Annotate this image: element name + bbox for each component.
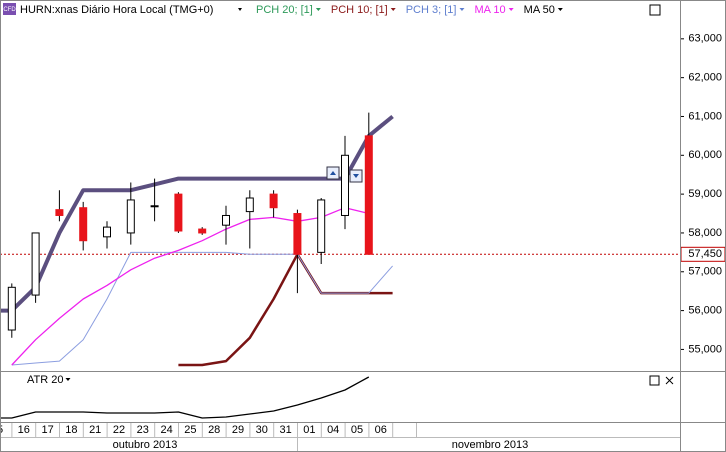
x-tick-label: 28 xyxy=(208,424,220,436)
x-tick-label: 18 xyxy=(65,424,77,436)
x-tick-label: 16 xyxy=(18,424,30,436)
dropdown-arrow[interactable] xyxy=(508,8,514,11)
x-tick-label: 25 xyxy=(184,424,196,436)
candle-body xyxy=(126,199,135,234)
legend-entry[interactable]: ATR 20 xyxy=(27,374,63,386)
x-tick-label: 24 xyxy=(160,424,172,436)
cfd-icon[interactable] xyxy=(3,3,16,15)
legend: HURN:xnas Diário Hora Local (TMG+0) PCH 2… xyxy=(20,4,563,16)
dropdown-arrow[interactable] xyxy=(557,8,563,11)
candle-body xyxy=(341,154,349,216)
x-tick-label: 22 xyxy=(113,424,125,436)
legend-entry[interactable]: MA 50 xyxy=(524,4,555,16)
candle-body xyxy=(364,135,373,255)
candle-body xyxy=(79,207,88,242)
y-tick-label: 57,000 xyxy=(688,266,722,278)
candle-body xyxy=(317,199,326,253)
dropdown-arrow[interactable] xyxy=(390,8,396,11)
y-tick-label: 55,000 xyxy=(688,343,722,355)
x-tick-label: 05 xyxy=(351,424,363,436)
dropdown-arrow[interactable] xyxy=(315,8,321,11)
candle-body xyxy=(55,209,64,216)
series-line xyxy=(11,251,393,366)
legend-entry[interactable]: PCH 3; [1] xyxy=(406,4,457,16)
signal-arrow xyxy=(353,174,359,178)
legend-entry[interactable]: PCH 10; [1] xyxy=(331,4,388,16)
series-line xyxy=(11,207,369,366)
x-tick-label: 29 xyxy=(232,424,244,436)
x-tick-label: 23 xyxy=(137,424,149,436)
x-tick-label: 30 xyxy=(256,424,268,436)
price-pane xyxy=(0,112,680,367)
legend-entry[interactable]: PCH 20; [1] xyxy=(256,4,313,16)
candle-body xyxy=(222,214,230,226)
y-tick-label: 63,000 xyxy=(688,33,722,45)
chart-title: HURN:xnas Diário Hora Local (TMG+0) xyxy=(20,4,213,16)
signal-arrow xyxy=(330,171,336,175)
candle-body xyxy=(245,197,254,213)
candle-body xyxy=(174,193,183,232)
dropdown-arrow[interactable] xyxy=(65,378,71,381)
atr-pane xyxy=(0,376,370,419)
cfd-icon-label: CFD xyxy=(3,7,16,13)
x-tick-label: 5 xyxy=(0,424,3,436)
candle-body xyxy=(269,193,278,209)
y-tick-label: 59,000 xyxy=(688,188,722,200)
series-line xyxy=(0,114,394,313)
x-tick-label: 21 xyxy=(89,424,101,436)
dropdown-arrow[interactable] xyxy=(238,8,242,11)
x-tick-label: 01 xyxy=(303,424,315,436)
y-tick-label: 60,000 xyxy=(688,149,722,161)
x-tick-label: 06 xyxy=(375,424,387,436)
reference-label: 57,450 xyxy=(688,248,722,260)
month-label: novembro 2013 xyxy=(452,439,528,451)
month-label: outubro 2013 xyxy=(113,439,178,451)
candle-body xyxy=(7,286,16,331)
candle-body xyxy=(293,213,302,255)
x-tick-label: 04 xyxy=(327,424,339,436)
candle-body xyxy=(31,232,40,296)
close-button[interactable] xyxy=(665,376,674,385)
candle-body xyxy=(198,228,207,234)
maximize-button[interactable] xyxy=(649,375,660,386)
candle-body xyxy=(150,205,159,208)
legend-entry[interactable]: MA 10 xyxy=(474,4,505,16)
x-tick-label: 31 xyxy=(279,424,291,436)
x-tick-label: 17 xyxy=(41,424,53,436)
candle-body xyxy=(103,226,111,238)
y-tick-label: 61,000 xyxy=(688,110,722,122)
maximize-button[interactable] xyxy=(649,4,661,16)
y-tick-label: 56,000 xyxy=(688,305,722,317)
dropdown-arrow[interactable] xyxy=(459,8,465,11)
y-tick-label: 62,000 xyxy=(688,72,722,84)
y-tick-label: 58,000 xyxy=(688,227,722,239)
series-line xyxy=(0,376,370,419)
